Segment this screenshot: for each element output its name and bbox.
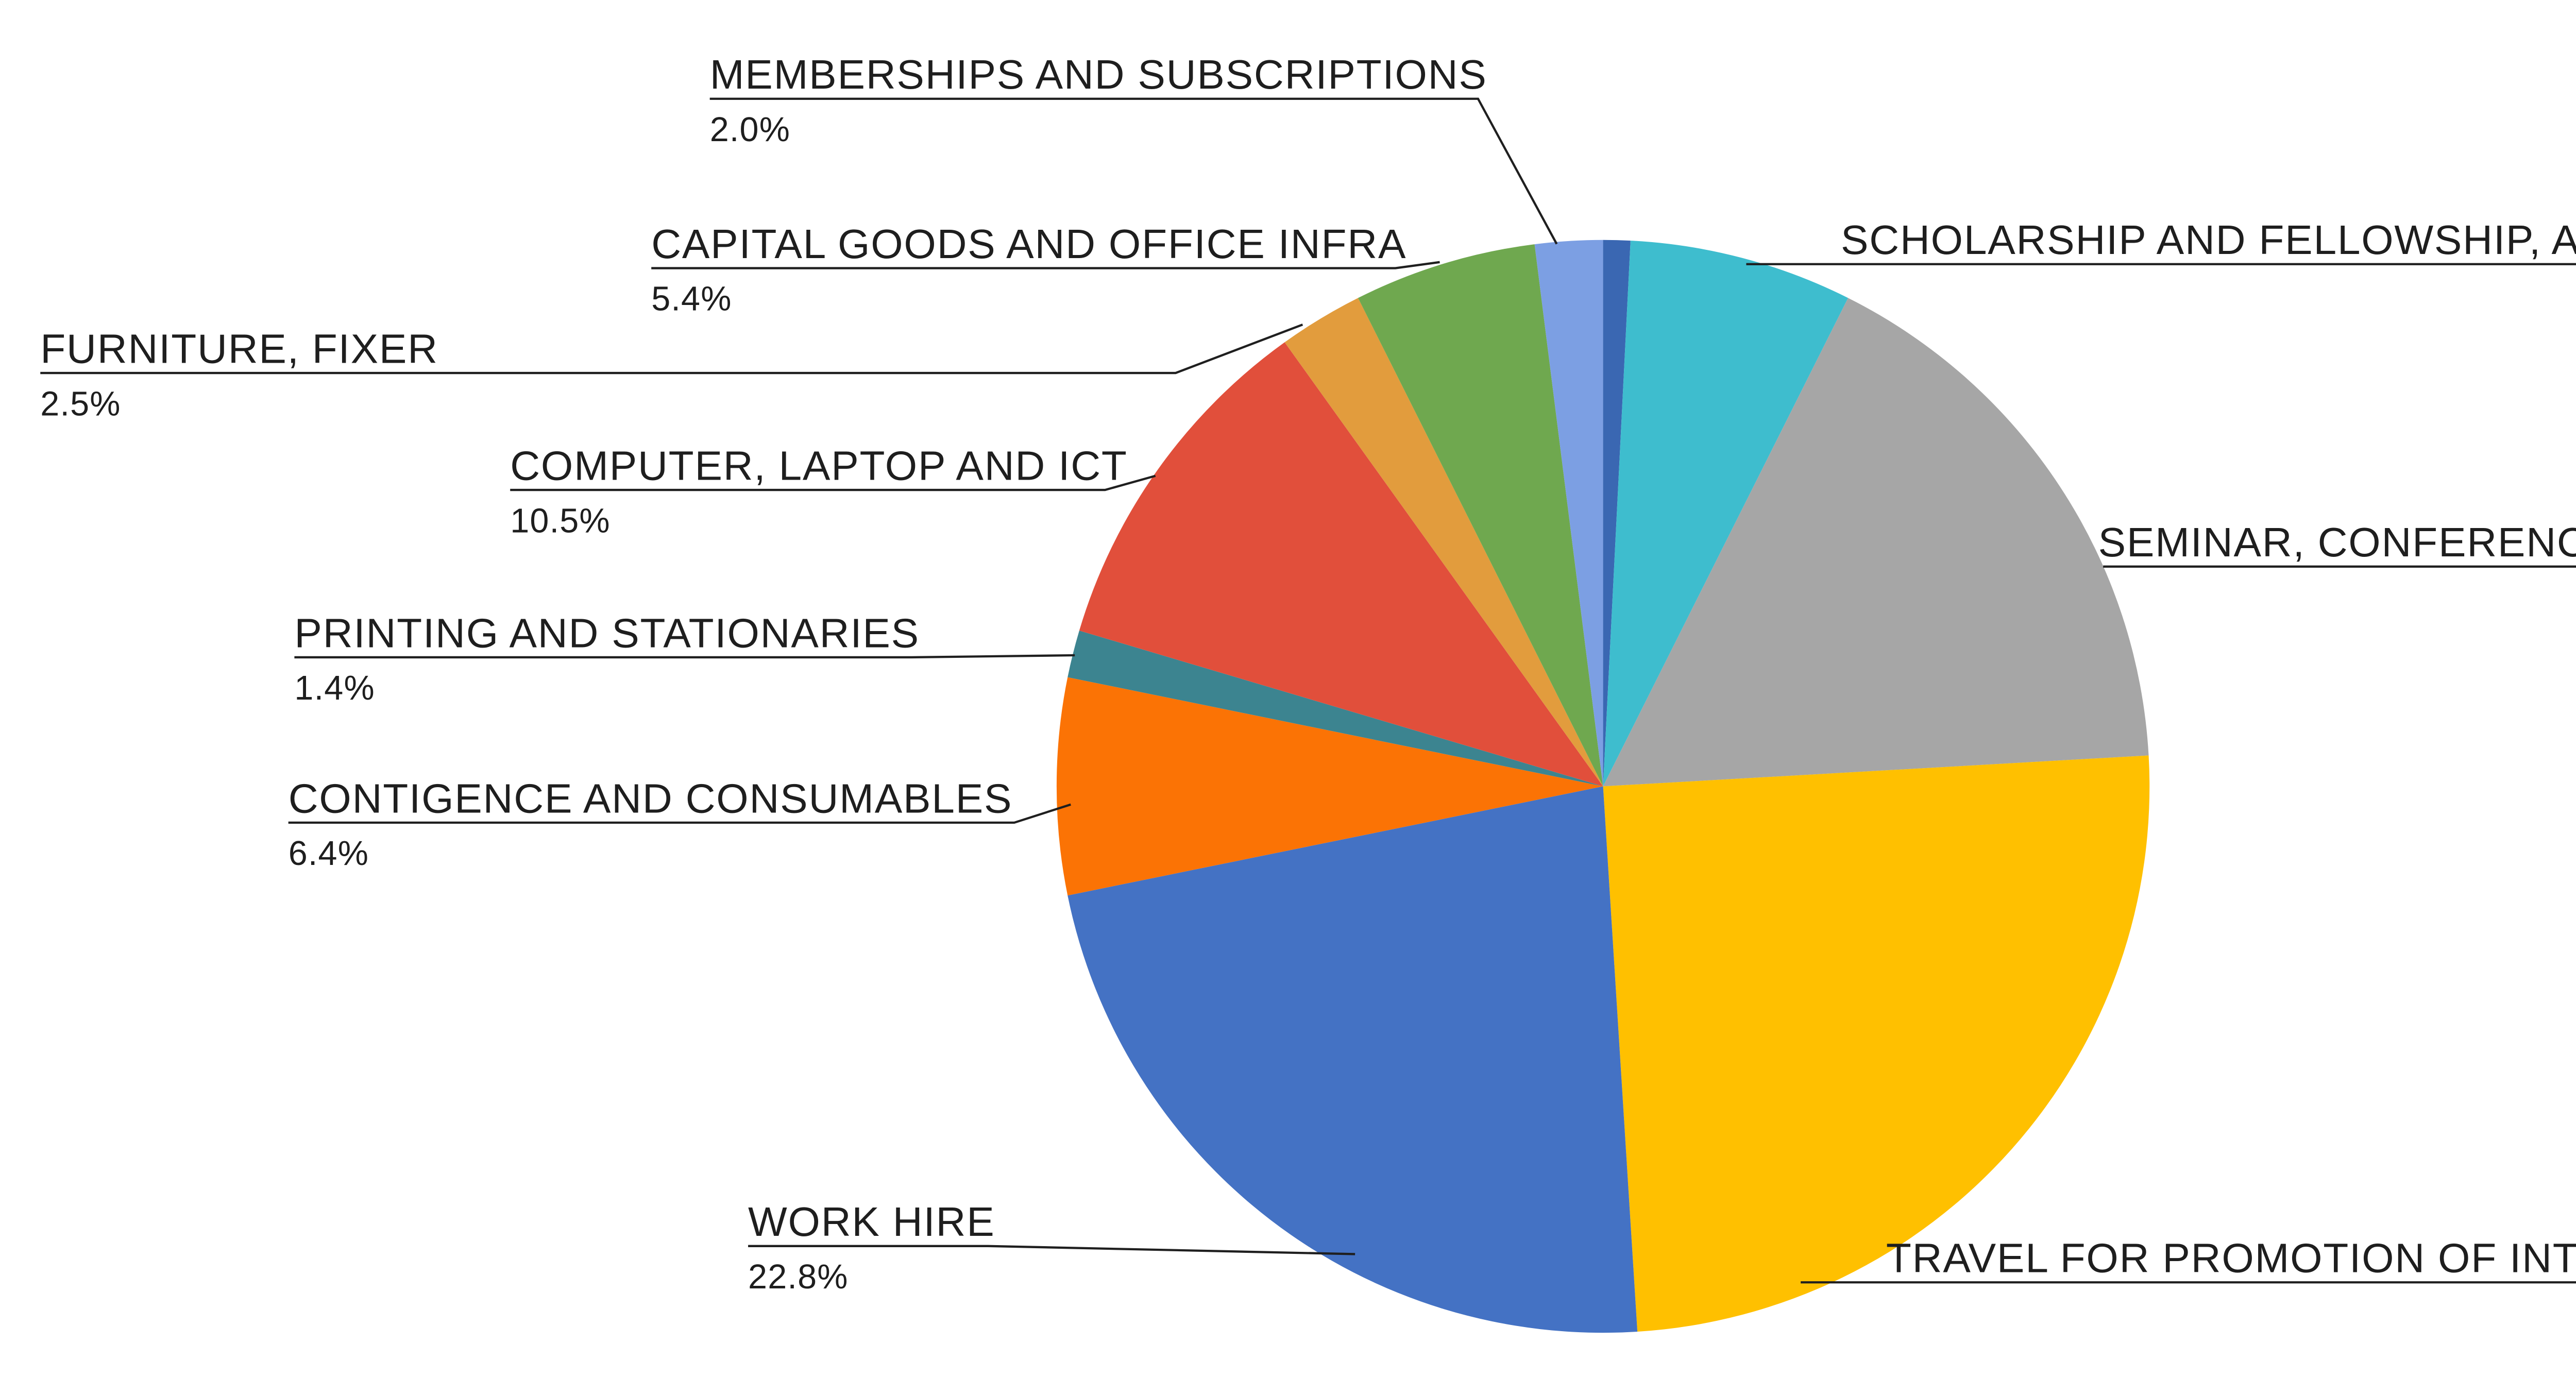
slice-label: TRAVEL FOR PROMOTION OF INTERNATIONAL RE…: [1886, 1236, 2576, 1283]
leader-line-furniture: [40, 324, 1303, 375]
slice-percentage: 24.9%: [1886, 1295, 2576, 1333]
slice-percentage: 1.4%: [294, 669, 375, 708]
slice-percentage: 16.7%: [2098, 579, 2576, 617]
callout-capital-goods: CAPITAL GOODS AND OFFICE INFRA 5.4%: [651, 222, 1406, 319]
slice-percentage: 2.0%: [709, 111, 791, 149]
callout-seminar: SEMINAR, CONFERENCE, EVENTS AND DELE... …: [2098, 520, 2576, 617]
slice-label: CAPITAL GOODS AND OFFICE INFRA: [651, 222, 1407, 268]
leader-line-computer: [510, 474, 1156, 491]
pie-slice-6: [1067, 631, 1603, 787]
slice-percentage: 2.5%: [40, 385, 121, 423]
slice-label: MEMBERSHIPS AND SUBSCRIPTIONS: [709, 52, 1487, 99]
callout-printing: PRINTING AND STATIONARIES 1.4%: [294, 611, 920, 708]
leader-line-capital-goods: [651, 261, 1440, 269]
pie-slice-7: [1079, 342, 1603, 787]
slice-label: CONTIGENCE AND CONSUMABLES: [288, 776, 1013, 823]
pie-slice-5: [1056, 677, 1603, 896]
slice-percentage: 5.4%: [651, 280, 732, 319]
leader-lines: [40, 97, 2576, 1284]
leader-line-printing: [294, 654, 1075, 659]
slice-percentage: 10.5%: [510, 502, 611, 540]
leader-line-contigence: [288, 803, 1071, 824]
callout-travel: TRAVEL FOR PROMOTION OF INTERNATIONAL RE…: [1886, 1236, 2576, 1333]
pie-slice-9: [1358, 244, 1603, 787]
slice-label: COMPUTER, LAPTOP AND ICT: [510, 444, 1128, 490]
pie: [1056, 240, 2150, 1333]
slice-label: WORK HIRE: [748, 1199, 995, 1246]
slice-percentage: 6.6%: [1841, 276, 2576, 314]
slice-label: SEMINAR, CONFERENCE, EVENTS AND DELE...: [2098, 520, 2576, 567]
callout-contigence: CONTIGENCE AND CONSUMABLES 6.4%: [289, 776, 1013, 873]
leader-line-memberships: [709, 97, 1558, 245]
pie-slice-8: [1284, 298, 1603, 787]
slice-label: SCHOLARSHIP AND FELLOWSHIP, AWARDS, REWA…: [1840, 217, 2576, 264]
leader-line-work-hire: [748, 1245, 1355, 1255]
pie-slice-10: [1534, 240, 1603, 787]
slice-percentage: 22.8%: [748, 1258, 849, 1297]
pie-slice-0: [1603, 240, 1631, 787]
slice-label: FURNITURE, FIXER: [40, 327, 438, 373]
slice-percentage: 6.4%: [288, 835, 369, 873]
pie-slice-1: [1603, 241, 1849, 787]
pie-slice-2: [1603, 298, 2149, 787]
callout-memberships: MEMBERSHIPS AND SUBSCRIPTIONS 2.0%: [710, 53, 1487, 149]
callout-scholarship: SCHOLARSHIP AND FELLOWSHIP, AWARDS, REWA…: [1841, 218, 2576, 315]
pie-slice-4: [1067, 786, 1638, 1333]
callout-furniture: FURNITURE, FIXER 2.5%: [40, 327, 438, 423]
slice-label: PRINTING AND STATIONARIES: [294, 610, 920, 657]
callout-computer: COMPUTER, LAPTOP AND ICT 10.5%: [510, 444, 1128, 540]
callout-work-hire: WORK HIRE 22.8%: [748, 1200, 995, 1297]
pie-slice-3: [1603, 755, 2150, 1332]
